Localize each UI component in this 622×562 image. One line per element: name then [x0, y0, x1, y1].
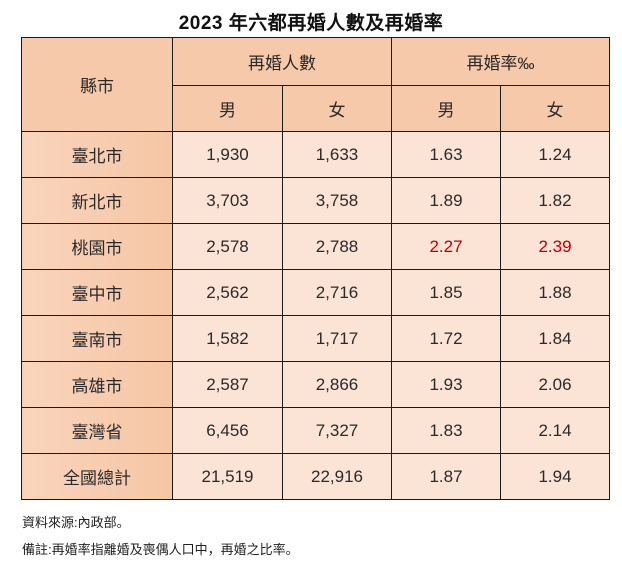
- city-cell: 桃園市: [21, 223, 173, 270]
- city-cell: 新北市: [21, 177, 173, 224]
- table-row: 臺灣省 6,456 7,327 1.83 2.14: [21, 407, 610, 454]
- header-rate-male: 男: [391, 85, 501, 132]
- city-cell: 臺南市: [21, 315, 173, 362]
- count-female-cell: 2,716: [282, 269, 392, 316]
- count-female-cell: 22,916: [282, 453, 392, 500]
- count-female-cell: 3,758: [282, 177, 392, 224]
- count-male-cell: 2,562: [172, 269, 283, 316]
- city-cell: 臺灣省: [21, 407, 173, 454]
- rate-female-cell: 1.84: [500, 315, 610, 362]
- rate-male-cell: 1.85: [391, 269, 501, 316]
- rate-female-cell: 1.94: [500, 453, 610, 500]
- table-row: 臺北市 1,930 1,633 1.63 1.24: [21, 131, 610, 178]
- rate-male-cell: 1.89: [391, 177, 501, 224]
- header-city: 縣市: [21, 37, 173, 132]
- count-female-cell: 1,717: [282, 315, 392, 362]
- count-male-cell: 1,582: [172, 315, 283, 362]
- rate-female-cell: 1.24: [500, 131, 610, 178]
- header-rate-female: 女: [500, 85, 610, 132]
- table-row: 桃園市 2,578 2,788 2.27 2.39: [21, 223, 610, 270]
- count-male-cell: 6,456: [172, 407, 283, 454]
- rate-female-cell: 1.82: [500, 177, 610, 224]
- count-female-cell: 1,633: [282, 131, 392, 178]
- table-row: 新北市 3,703 3,758 1.89 1.82: [21, 177, 610, 224]
- city-cell: 全國總計: [21, 453, 173, 500]
- table-title: 2023 年六都再婚人數及再婚率: [178, 13, 444, 34]
- source-note: 資料來源:內政部。: [22, 515, 130, 530]
- rate-female-cell-highlighted: 2.39: [500, 223, 610, 270]
- remarriage-table: 縣市 再婚人數 再婚率‰ 男 女 男 女 臺北市 1,930 1,633 1.6…: [21, 37, 610, 500]
- count-male-cell: 1,930: [172, 131, 283, 178]
- city-cell: 高雄市: [21, 361, 173, 408]
- header-count-female: 女: [282, 85, 392, 132]
- table-row: 高雄市 2,587 2,866 1.93 2.06: [21, 361, 610, 408]
- rate-female-cell: 2.14: [500, 407, 610, 454]
- remark-note: 備註:再婚率指離婚及喪偶人口中，再婚之比率。: [22, 542, 299, 557]
- rate-male-cell-highlighted: 2.27: [391, 223, 501, 270]
- header-remarriage-count: 再婚人數: [172, 37, 392, 86]
- rate-male-cell: 1.93: [391, 361, 501, 408]
- header-count-male: 男: [172, 85, 283, 132]
- rate-male-cell: 1.63: [391, 131, 501, 178]
- header-remarriage-rate: 再婚率‰: [391, 37, 610, 86]
- count-male-cell: 2,578: [172, 223, 283, 270]
- count-female-cell: 2,866: [282, 361, 392, 408]
- city-cell: 臺中市: [21, 269, 173, 316]
- rate-male-cell: 1.72: [391, 315, 501, 362]
- city-cell: 臺北市: [21, 131, 173, 178]
- table-row-total: 全國總計 21,519 22,916 1.87 1.94: [21, 453, 610, 500]
- count-male-cell: 3,703: [172, 177, 283, 224]
- rate-female-cell: 2.06: [500, 361, 610, 408]
- count-male-cell: 2,587: [172, 361, 283, 408]
- table-row: 臺南市 1,582 1,717 1.72 1.84: [21, 315, 610, 362]
- table-row: 臺中市 2,562 2,716 1.85 1.88: [21, 269, 610, 316]
- rate-male-cell: 1.83: [391, 407, 501, 454]
- rate-female-cell: 1.88: [500, 269, 610, 316]
- count-female-cell: 7,327: [282, 407, 392, 454]
- rate-male-cell: 1.87: [391, 453, 501, 500]
- count-male-cell: 21,519: [172, 453, 283, 500]
- count-female-cell: 2,788: [282, 223, 392, 270]
